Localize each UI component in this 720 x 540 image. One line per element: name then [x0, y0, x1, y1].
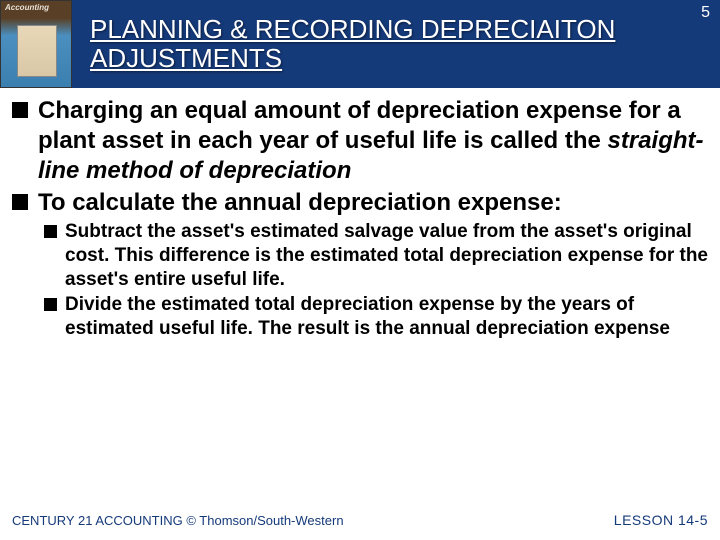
bullet-text-plain: Charging an equal amount of depreciation…: [38, 97, 681, 154]
sub-bullet-text: Subtract the asset's estimated salvage v…: [65, 220, 708, 291]
bullet-text: Charging an equal amount of depreciation…: [38, 96, 708, 186]
footer-copyright: CENTURY 21 ACCOUNTING © Thomson/South-We…: [12, 513, 344, 528]
slide-content: Charging an equal amount of depreciation…: [0, 88, 720, 341]
sub-bullet-text: Divide the estimated total depreciation …: [65, 293, 708, 341]
footer-lesson-number: LESSON 14-5: [614, 512, 708, 528]
bullet-level1: To calculate the annual depreciation exp…: [12, 188, 708, 218]
book-cover-label: Accounting: [5, 3, 49, 12]
bullet-level2: Divide the estimated total depreciation …: [44, 293, 708, 341]
bullet-level1: Charging an equal amount of depreciation…: [12, 96, 708, 186]
page-number: 5: [701, 4, 710, 22]
bullet-text: To calculate the annual depreciation exp…: [38, 188, 562, 218]
slide-footer: CENTURY 21 ACCOUNTING © Thomson/South-We…: [0, 512, 720, 528]
slide-title: PLANNING & RECORDING DEPRECIAITON ADJUST…: [72, 15, 720, 72]
square-bullet-icon: [12, 102, 28, 118]
book-cover-image: Accounting: [0, 0, 72, 88]
square-bullet-icon: [44, 298, 57, 311]
square-bullet-icon: [44, 225, 57, 238]
sub-bullet-list: Subtract the asset's estimated salvage v…: [12, 220, 708, 341]
bullet-level2: Subtract the asset's estimated salvage v…: [44, 220, 708, 291]
square-bullet-icon: [12, 194, 28, 210]
slide-header: Accounting PLANNING & RECORDING DEPRECIA…: [0, 0, 720, 88]
